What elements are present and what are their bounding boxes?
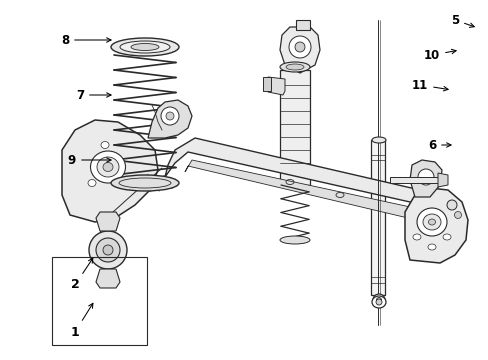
Ellipse shape: [131, 44, 159, 50]
Polygon shape: [62, 120, 158, 222]
Text: 11: 11: [411, 78, 447, 91]
Ellipse shape: [285, 64, 304, 70]
Polygon shape: [96, 212, 120, 231]
Ellipse shape: [371, 296, 385, 308]
Polygon shape: [96, 269, 120, 288]
Bar: [52, 257, 147, 345]
Ellipse shape: [446, 200, 456, 210]
Ellipse shape: [442, 234, 450, 240]
Polygon shape: [437, 173, 447, 187]
Ellipse shape: [427, 219, 435, 225]
Ellipse shape: [118, 180, 126, 186]
Ellipse shape: [422, 214, 440, 230]
Ellipse shape: [280, 62, 309, 72]
Ellipse shape: [372, 294, 384, 306]
Polygon shape: [389, 177, 439, 183]
Text: 8: 8: [61, 33, 111, 46]
Bar: [295, 20, 309, 30]
Ellipse shape: [90, 151, 125, 183]
Ellipse shape: [165, 112, 174, 120]
Polygon shape: [164, 138, 429, 212]
Ellipse shape: [412, 234, 420, 240]
Ellipse shape: [103, 245, 113, 255]
Polygon shape: [370, 140, 384, 295]
Polygon shape: [409, 160, 441, 197]
Ellipse shape: [161, 107, 179, 125]
Text: 10: 10: [423, 49, 455, 62]
Ellipse shape: [280, 236, 309, 244]
Ellipse shape: [417, 169, 433, 185]
Text: 7: 7: [76, 89, 111, 102]
Ellipse shape: [416, 208, 446, 236]
Text: 4: 4: [0, 359, 1, 360]
Ellipse shape: [111, 175, 179, 191]
Ellipse shape: [111, 38, 179, 56]
Bar: [263, 77, 270, 91]
Ellipse shape: [101, 141, 109, 149]
Ellipse shape: [427, 244, 435, 250]
Polygon shape: [280, 27, 319, 73]
Ellipse shape: [88, 180, 96, 186]
Polygon shape: [148, 100, 192, 138]
Ellipse shape: [294, 42, 305, 52]
Text: 5: 5: [450, 14, 473, 27]
Polygon shape: [404, 188, 467, 263]
Text: 2: 2: [70, 258, 93, 292]
Ellipse shape: [96, 238, 120, 262]
Text: 6: 6: [427, 139, 450, 152]
Ellipse shape: [453, 212, 461, 219]
Ellipse shape: [288, 36, 310, 58]
Polygon shape: [184, 160, 414, 218]
Ellipse shape: [89, 231, 127, 269]
Ellipse shape: [103, 162, 113, 171]
Polygon shape: [280, 70, 309, 185]
Ellipse shape: [371, 137, 385, 143]
Text: 3: 3: [0, 359, 1, 360]
Ellipse shape: [120, 41, 170, 53]
Text: 1: 1: [70, 303, 93, 338]
Polygon shape: [267, 77, 285, 95]
Text: 9: 9: [68, 153, 111, 166]
Ellipse shape: [97, 157, 119, 177]
Ellipse shape: [376, 297, 381, 302]
Ellipse shape: [375, 299, 381, 305]
